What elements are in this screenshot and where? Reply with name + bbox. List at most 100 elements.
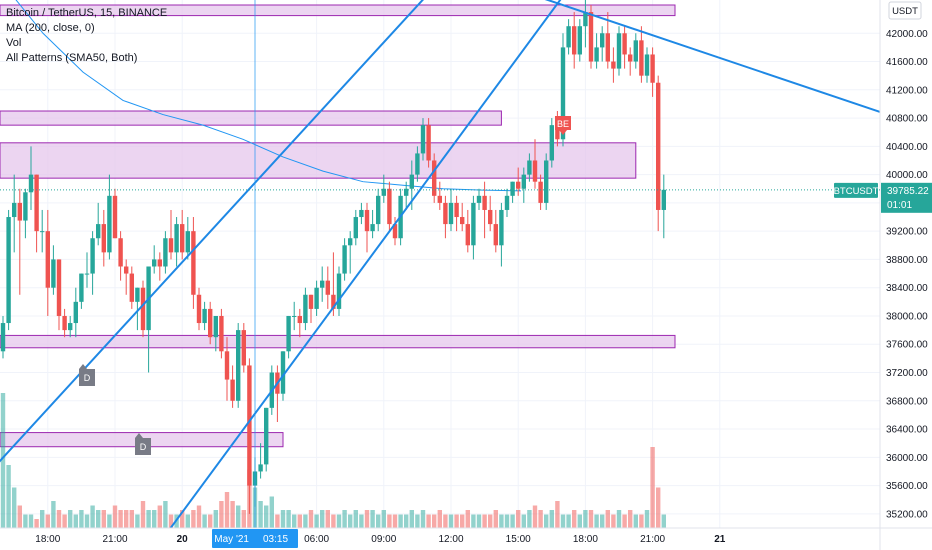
volume-bar (28, 514, 34, 528)
volume-bar (353, 510, 358, 528)
volume-bar (600, 514, 605, 528)
volume-bar (107, 514, 112, 528)
y-tick-label: 37600.00 (886, 340, 928, 351)
volume-bar (516, 510, 521, 528)
volume-bar (96, 510, 101, 528)
volume-bar (68, 510, 73, 528)
volume-bar (616, 510, 622, 528)
volume-bar (314, 514, 319, 528)
candle-body (560, 47, 566, 140)
volume-bar (73, 514, 78, 528)
candle-body (23, 192, 28, 221)
candle (521, 167, 526, 203)
candle (0, 315, 6, 359)
candle (404, 181, 409, 210)
volume-bar (588, 510, 594, 528)
candle-body (465, 224, 470, 246)
candle-body (297, 315, 302, 324)
candle-body (163, 238, 168, 267)
candle-body (336, 273, 342, 309)
volume-bar (45, 514, 50, 528)
y-tick-label: 36400.00 (886, 425, 928, 436)
candle (465, 209, 470, 253)
candle-body (180, 224, 185, 253)
candle-body (387, 188, 392, 225)
volume-bar (532, 505, 538, 528)
trendline[interactable] (164, 0, 619, 536)
trendlines[interactable] (0, 0, 889, 549)
candle (247, 358, 252, 514)
price-axis-bg[interactable] (880, 0, 932, 550)
volume-bar (308, 510, 314, 528)
volume-bar (437, 510, 442, 528)
candle (454, 195, 459, 232)
crosshair-date: 20 May '21 (200, 534, 249, 545)
pattern-marker-doji[interactable]: D (135, 433, 151, 455)
candle (572, 12, 577, 69)
indicator-ma[interactable]: MA (200, close, 0) (6, 22, 95, 34)
candle-body (555, 125, 560, 140)
volume-bar (644, 510, 650, 528)
volume-bar (493, 510, 498, 528)
y-tick-label: 36000.00 (886, 453, 928, 464)
candle (633, 33, 638, 69)
candle-body (538, 181, 543, 203)
bar-countdown: 01:01 (887, 200, 912, 211)
indicator-patterns[interactable]: All Patterns (SMA50, Both) (6, 52, 138, 64)
candle-body (280, 351, 286, 394)
volume-bar (269, 496, 274, 528)
candle (650, 47, 655, 97)
pattern-marker-bearish[interactable]: BE (555, 116, 571, 135)
volume-bar (264, 505, 269, 528)
y-tick-label: 35200.00 (886, 509, 928, 520)
candle-body (17, 202, 22, 221)
indicator-vol[interactable]: Vol (6, 37, 22, 49)
volume-bar (555, 501, 560, 528)
volume-bar (12, 487, 17, 528)
symbol-title[interactable]: Bitcoin / TetherUS, 15, BINANCE (6, 7, 168, 19)
y-tick-label: 37200.00 (886, 368, 928, 379)
y-tick-label: 40800.00 (886, 114, 928, 125)
pattern-zones (0, 4, 676, 448)
y-tick-label: 38000.00 (886, 311, 928, 322)
candle-body (488, 209, 493, 225)
candle-body (644, 54, 650, 76)
candle-body (185, 231, 190, 253)
candle (17, 188, 22, 295)
volume-bar (224, 492, 230, 528)
candle (191, 217, 196, 309)
candle-body (650, 54, 655, 83)
candle-body (51, 259, 56, 288)
volume-bar (202, 514, 207, 528)
candle (538, 174, 543, 210)
pattern-marker-doji[interactable]: D (79, 364, 95, 386)
candle-body (112, 195, 118, 239)
volume-bar (432, 514, 437, 528)
candle (532, 139, 538, 189)
candle-body (124, 266, 129, 274)
trendline[interactable] (311, 0, 889, 116)
candle-body (303, 294, 308, 324)
symbol-tag-text: BTCUSDT (834, 186, 879, 197)
volume-bar (471, 514, 476, 528)
y-tick-label: 38800.00 (886, 255, 928, 266)
candle-body (129, 273, 134, 302)
candle (448, 188, 454, 232)
time-axis-bg[interactable] (0, 528, 932, 550)
y-tick-label: 38400.00 (886, 283, 928, 294)
candle-body (549, 125, 554, 161)
candle (628, 47, 633, 76)
crosshair-time-label: 20 May '21 03:15 (200, 529, 298, 548)
candle (79, 273, 84, 309)
y-tick-label: 41200.00 (886, 85, 928, 96)
trendline[interactable] (0, 0, 496, 549)
currency-badge[interactable]: USDT (888, 1, 922, 20)
candle-body (107, 195, 112, 253)
candle (202, 301, 207, 331)
x-tick-label: 12:00 (438, 534, 463, 545)
candle (264, 407, 269, 472)
volume-bar (140, 501, 146, 528)
candle-body (90, 238, 95, 274)
